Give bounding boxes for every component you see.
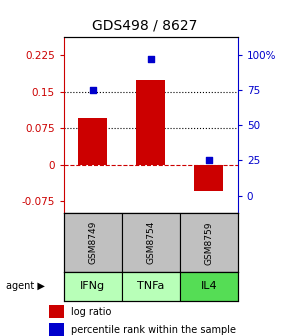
Bar <box>136 80 165 165</box>
Text: GSM8759: GSM8759 <box>204 221 213 264</box>
Bar <box>122 213 180 272</box>
Point <box>148 56 153 61</box>
Text: percentile rank within the sample: percentile rank within the sample <box>71 325 236 335</box>
Text: agent ▶: agent ▶ <box>6 282 45 291</box>
Text: IL4: IL4 <box>200 282 217 291</box>
Text: TNFa: TNFa <box>137 282 164 291</box>
Text: GSM8749: GSM8749 <box>88 221 97 264</box>
Bar <box>78 119 107 165</box>
Bar <box>49 305 64 318</box>
Bar <box>64 272 122 301</box>
Text: IFNg: IFNg <box>80 282 105 291</box>
Bar <box>122 272 180 301</box>
Text: log ratio: log ratio <box>71 307 112 317</box>
Bar <box>64 213 122 272</box>
Bar <box>180 213 238 272</box>
Bar <box>194 165 223 192</box>
Text: GSM8754: GSM8754 <box>146 221 155 264</box>
Point <box>90 87 95 93</box>
Bar <box>49 324 64 336</box>
Text: GDS498 / 8627: GDS498 / 8627 <box>92 18 198 33</box>
Bar <box>180 272 238 301</box>
Point <box>206 158 211 163</box>
